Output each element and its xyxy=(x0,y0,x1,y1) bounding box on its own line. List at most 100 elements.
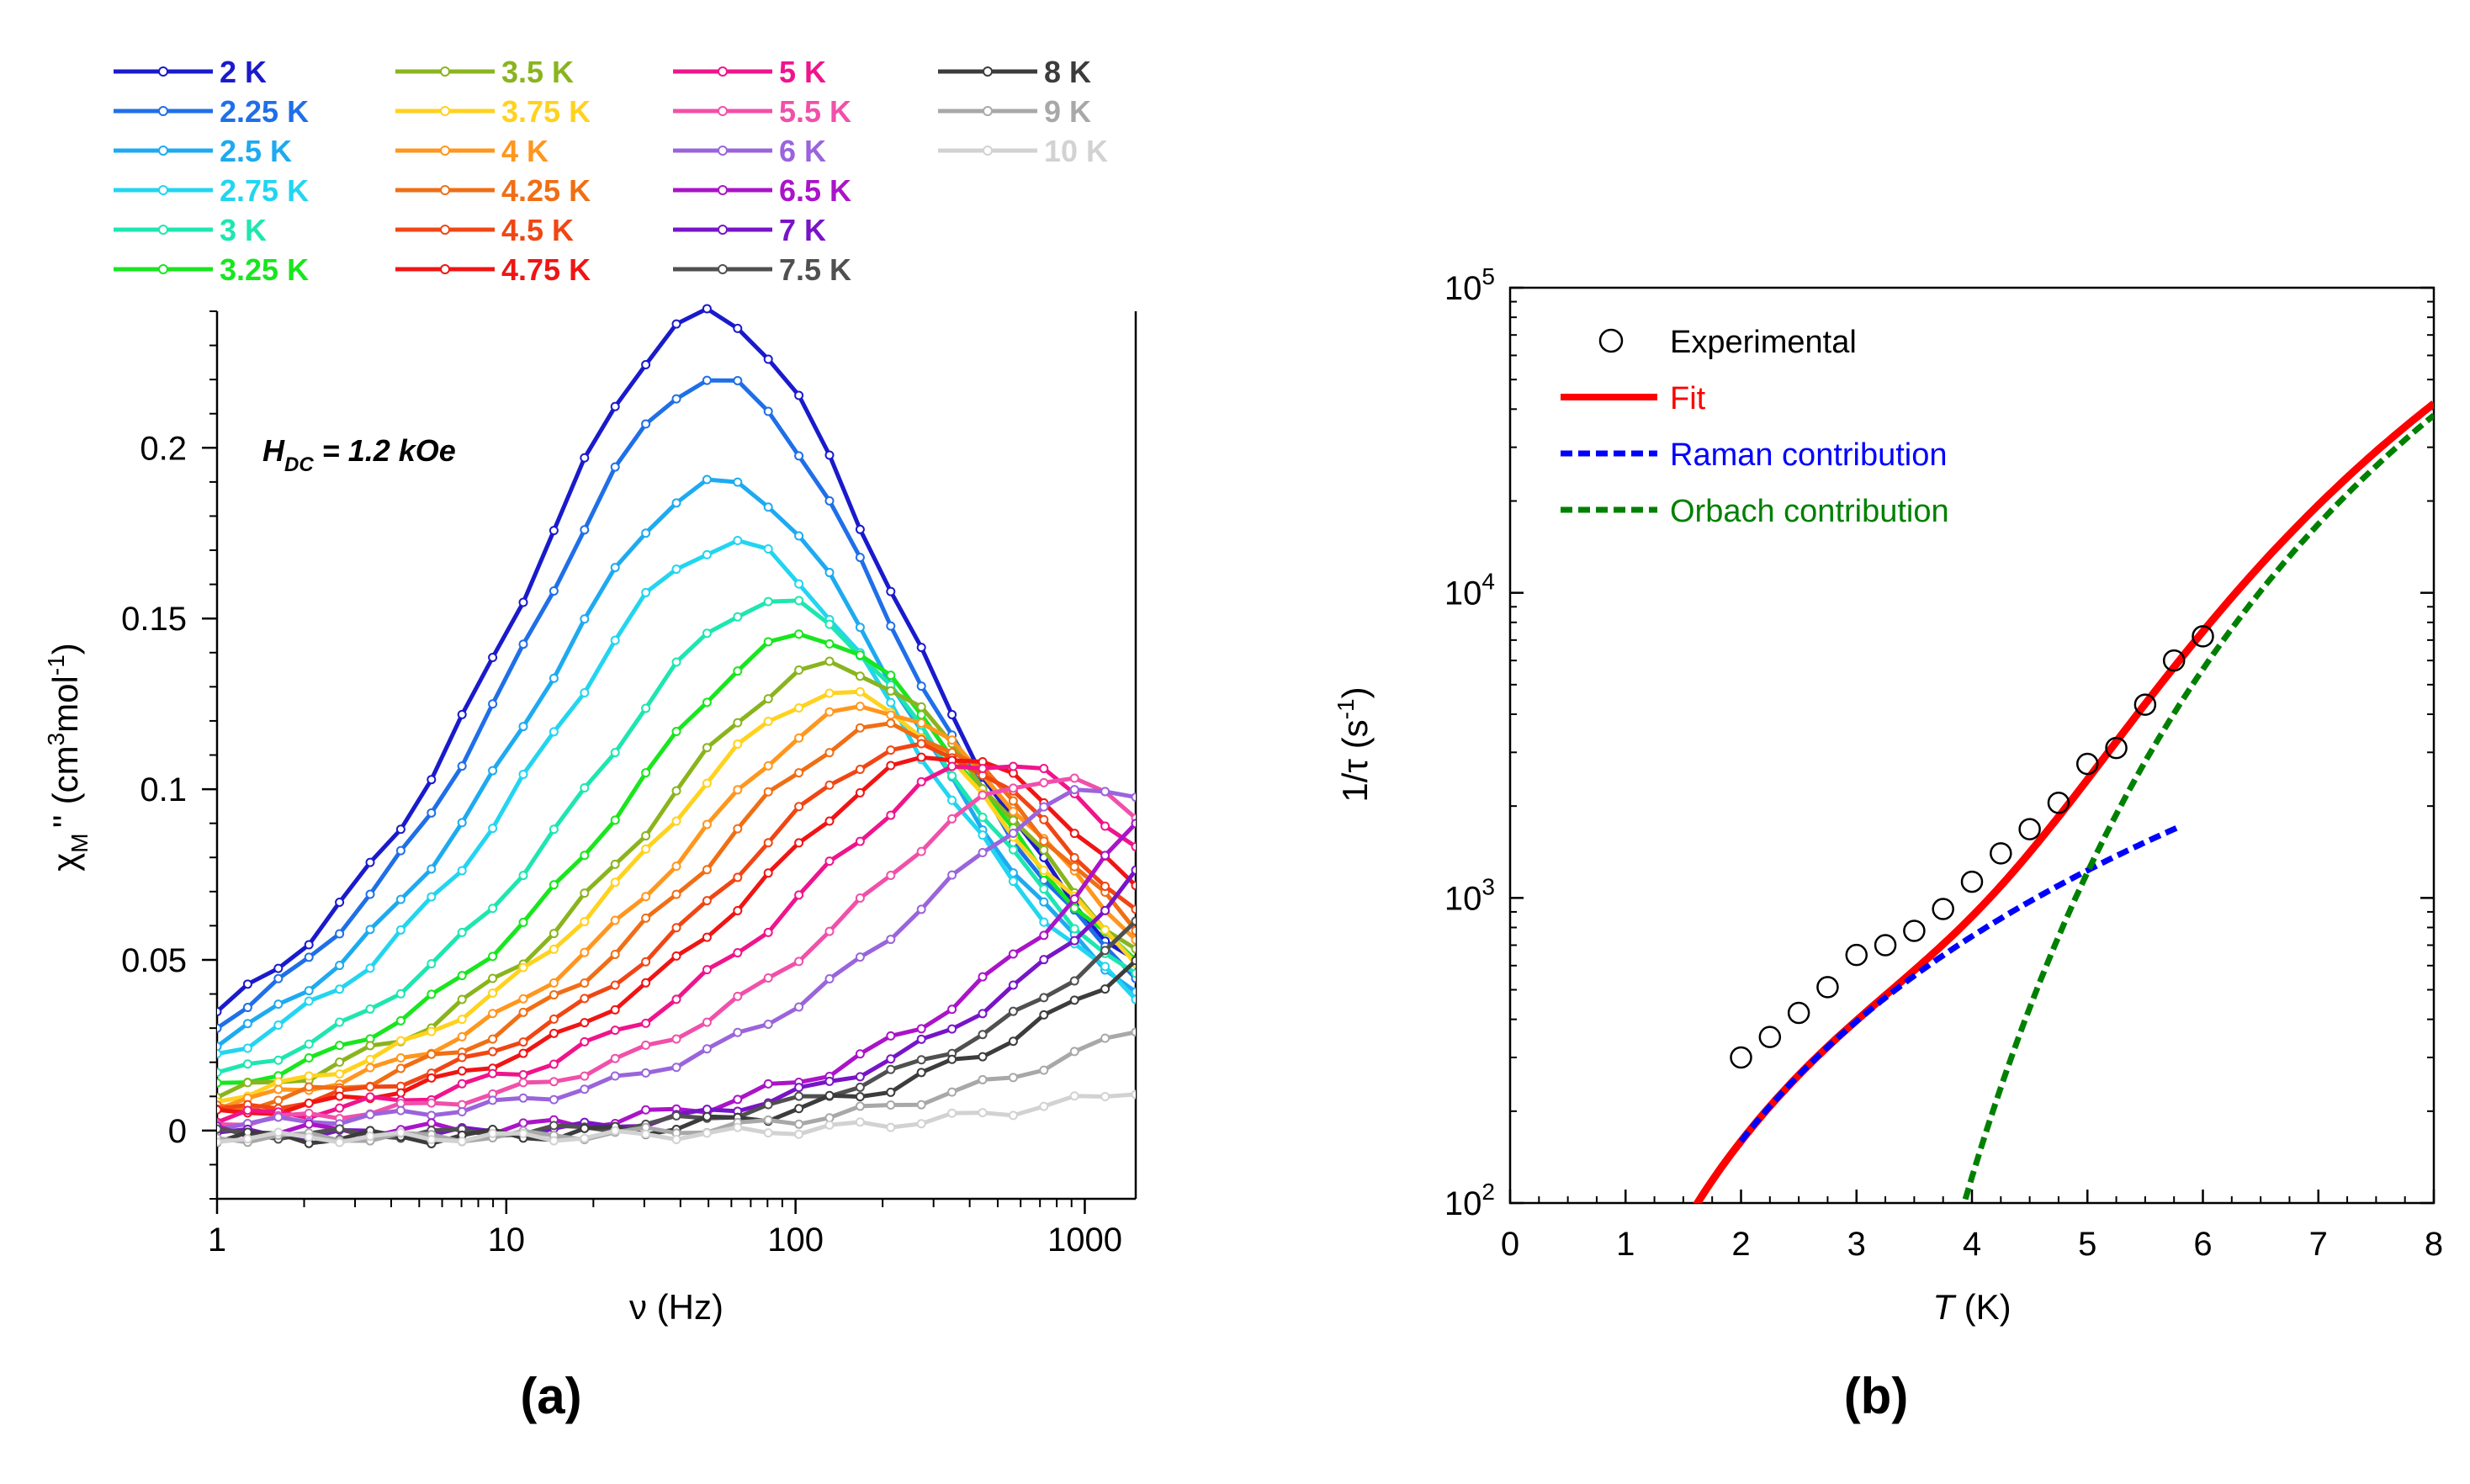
data-point xyxy=(824,1076,835,1086)
data-point xyxy=(733,718,743,728)
fit-curve xyxy=(1693,400,2434,1203)
data-point xyxy=(304,1082,314,1092)
data-point xyxy=(1069,924,1079,934)
data-point xyxy=(1100,946,1110,956)
data-point xyxy=(549,990,559,1000)
data-point xyxy=(488,824,498,834)
data-point xyxy=(824,1120,835,1130)
data-point xyxy=(304,986,314,996)
data-point xyxy=(794,1083,804,1093)
data-point xyxy=(549,824,559,835)
data-point xyxy=(1039,777,1049,787)
data-point xyxy=(855,723,865,733)
data-point xyxy=(1069,829,1079,839)
data-point xyxy=(886,745,896,755)
data-point xyxy=(855,1072,865,1082)
data-point xyxy=(763,637,773,647)
data-point xyxy=(1008,828,1018,838)
data-point xyxy=(763,1100,773,1110)
data-point xyxy=(335,984,345,994)
y-tick-label: 103 xyxy=(1444,873,1495,917)
data-point xyxy=(916,1068,926,1078)
data-point xyxy=(824,656,835,666)
data-point xyxy=(702,1017,712,1027)
data-point xyxy=(641,359,651,369)
data-point xyxy=(1039,802,1049,812)
data-point xyxy=(335,898,345,908)
data-point xyxy=(335,961,345,971)
data-point xyxy=(1069,1047,1079,1057)
data-point xyxy=(242,1043,252,1053)
data-point xyxy=(702,628,712,639)
data-point xyxy=(916,681,926,692)
data-point xyxy=(488,1034,498,1044)
data-point xyxy=(886,1100,896,1110)
data-point xyxy=(733,666,743,676)
data-point xyxy=(978,1052,988,1062)
data-point xyxy=(610,1026,620,1036)
x-tick-label: 6 xyxy=(2193,1226,2212,1263)
data-point xyxy=(702,1128,712,1138)
data-point xyxy=(1069,773,1079,783)
legend-label: 5.5 K xyxy=(779,94,851,129)
data-point xyxy=(580,851,590,861)
data-point xyxy=(916,904,926,914)
data-point xyxy=(395,1088,405,1098)
data-point xyxy=(1131,819,1136,829)
data-point xyxy=(886,1087,896,1097)
legend-label: 4.25 K xyxy=(501,173,591,208)
legend-marker xyxy=(158,264,168,274)
data-point xyxy=(549,1059,559,1069)
data-point xyxy=(916,1119,926,1129)
data-point xyxy=(1069,935,1079,946)
data-point xyxy=(610,1004,620,1015)
data-point xyxy=(855,764,865,774)
data-point xyxy=(916,776,926,787)
data-point xyxy=(518,597,528,607)
data-point xyxy=(794,531,804,541)
legend-marker xyxy=(158,106,168,116)
data-point xyxy=(518,1007,528,1017)
legend-marker xyxy=(440,106,450,116)
data-point xyxy=(1100,821,1110,831)
data-point xyxy=(518,639,528,649)
legend-marker xyxy=(158,66,168,77)
legend-marker xyxy=(158,185,168,195)
data-point xyxy=(978,830,988,840)
y-label-unit: ) xyxy=(45,643,85,655)
data-point xyxy=(824,639,835,649)
data-point xyxy=(217,1007,222,1017)
data-point xyxy=(217,1124,222,1134)
data-point xyxy=(1131,968,1136,978)
annotation: HDC = 1.2 kOe xyxy=(262,433,456,476)
data-point xyxy=(488,988,498,998)
x-axis-label: T (K) xyxy=(1932,1287,2011,1327)
data-point xyxy=(580,687,590,697)
data-point xyxy=(978,972,988,982)
data-point xyxy=(1100,962,1110,972)
data-point xyxy=(488,766,498,776)
legend-marker xyxy=(718,66,728,77)
data-point xyxy=(763,694,773,704)
data-point xyxy=(549,1014,559,1024)
data-point xyxy=(947,735,957,745)
data-point xyxy=(365,1004,375,1014)
experimental-point xyxy=(1730,1046,1752,1069)
data-point xyxy=(824,568,835,578)
data-point xyxy=(365,1063,375,1073)
experimental-point xyxy=(2018,818,2041,840)
data-point xyxy=(794,733,804,743)
data-point xyxy=(886,1031,896,1041)
data-point xyxy=(304,1108,314,1118)
data-point xyxy=(610,877,620,888)
data-point xyxy=(702,304,712,314)
data-point xyxy=(886,718,896,729)
data-point xyxy=(304,996,314,1006)
y-tick-label: 0.15 xyxy=(121,601,187,638)
y-tick-label: 0 xyxy=(168,1113,187,1150)
data-point xyxy=(335,1137,345,1147)
legend-marker xyxy=(718,264,728,274)
data-point xyxy=(978,813,988,823)
data-point xyxy=(610,815,620,825)
